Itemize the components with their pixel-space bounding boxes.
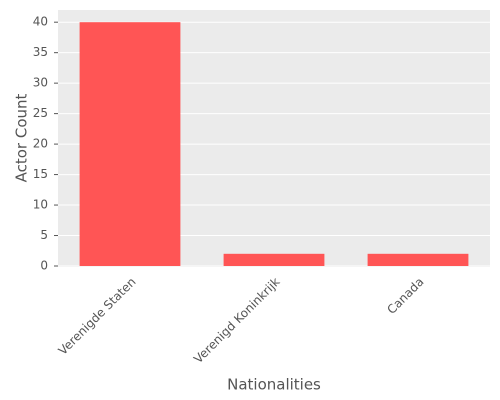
y-tick-label: 30 — [33, 76, 48, 90]
x-axis-label: Nationalities — [227, 376, 321, 394]
y-axis-label: Actor Count — [13, 93, 31, 182]
bar — [367, 253, 469, 266]
y-tick-label: 5 — [40, 228, 48, 242]
y-tick-label: 0 — [40, 259, 48, 273]
bar — [223, 253, 325, 266]
y-tick-label: 20 — [33, 137, 48, 151]
y-tick-label: 15 — [33, 167, 48, 181]
x-tick-label: Canada — [384, 275, 426, 317]
bar — [79, 22, 181, 266]
y-tick-label: 10 — [33, 198, 48, 212]
y-tick-label: 25 — [33, 106, 48, 120]
x-tick-label: Verenigde Staten — [56, 275, 139, 358]
x-tick-label: Verenigd Koninkrijk — [191, 275, 283, 367]
y-tick-label: 40 — [33, 15, 48, 29]
y-tick-label: 35 — [33, 45, 48, 59]
